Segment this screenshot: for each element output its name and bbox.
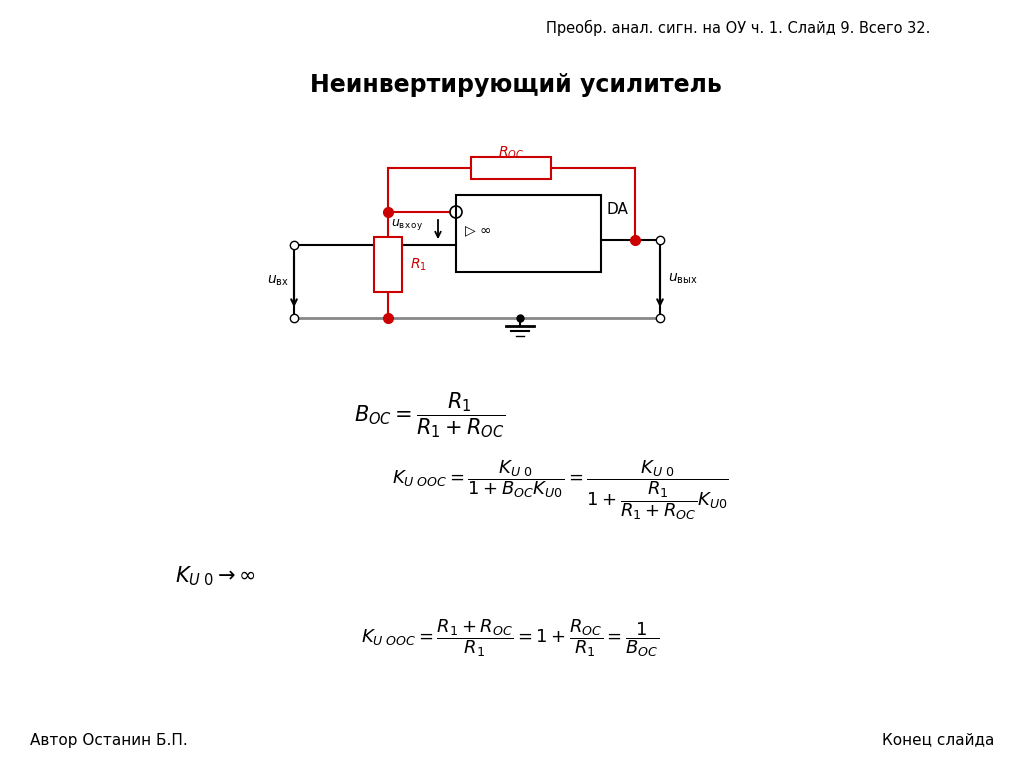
Text: Преобр. анал. сигн. на ОУ ч. 1. Слайд 9. Всего 32.: Преобр. анал. сигн. на ОУ ч. 1. Слайд 9.… xyxy=(546,20,930,36)
Text: $R_{OC}$: $R_{OC}$ xyxy=(498,145,524,161)
Text: $K_{U\;OOC}=\dfrac{R_{1}+R_{OC}}{R_{1}}=1+\dfrac{R_{OC}}{R_{1}}=\dfrac{1}{B_{OC}: $K_{U\;OOC}=\dfrac{R_{1}+R_{OC}}{R_{1}}=… xyxy=(361,617,659,659)
Text: $K_{U\;0}\rightarrow\infty$: $K_{U\;0}\rightarrow\infty$ xyxy=(175,564,256,588)
Text: Конец слайда: Конец слайда xyxy=(882,733,994,747)
Text: $\triangleright\ \infty$: $\triangleright\ \infty$ xyxy=(464,224,492,239)
Text: Автор Останин Б.П.: Автор Останин Б.П. xyxy=(30,733,187,747)
Text: $u_{\mathrm{вх\,оу}}$: $u_{\mathrm{вх\,оу}}$ xyxy=(391,217,423,232)
Text: $K_{U\;OOC}=\dfrac{K_{U\;0}}{1+B_{OC}K_{U0}}=\dfrac{K_{U\;0}}{1+\dfrac{R_{1}}{R_: $K_{U\;OOC}=\dfrac{K_{U\;0}}{1+B_{OC}K_{… xyxy=(391,458,728,521)
Bar xyxy=(374,237,402,292)
Text: $B_{OC}=\dfrac{R_{1}}{R_{1}+R_{OC}}$: $B_{OC}=\dfrac{R_{1}}{R_{1}+R_{OC}}$ xyxy=(354,390,506,440)
Text: DA: DA xyxy=(606,203,628,217)
Text: $R_1$: $R_1$ xyxy=(410,257,427,273)
Text: $u_{\mathrm{вх}}$: $u_{\mathrm{вх}}$ xyxy=(267,274,289,288)
Text: Неинвертирующий усилитель: Неинвертирующий усилитель xyxy=(310,73,722,97)
Text: $u_{\mathrm{вых}}$: $u_{\mathrm{вых}}$ xyxy=(668,272,697,286)
Bar xyxy=(456,195,601,272)
Bar xyxy=(471,157,551,179)
